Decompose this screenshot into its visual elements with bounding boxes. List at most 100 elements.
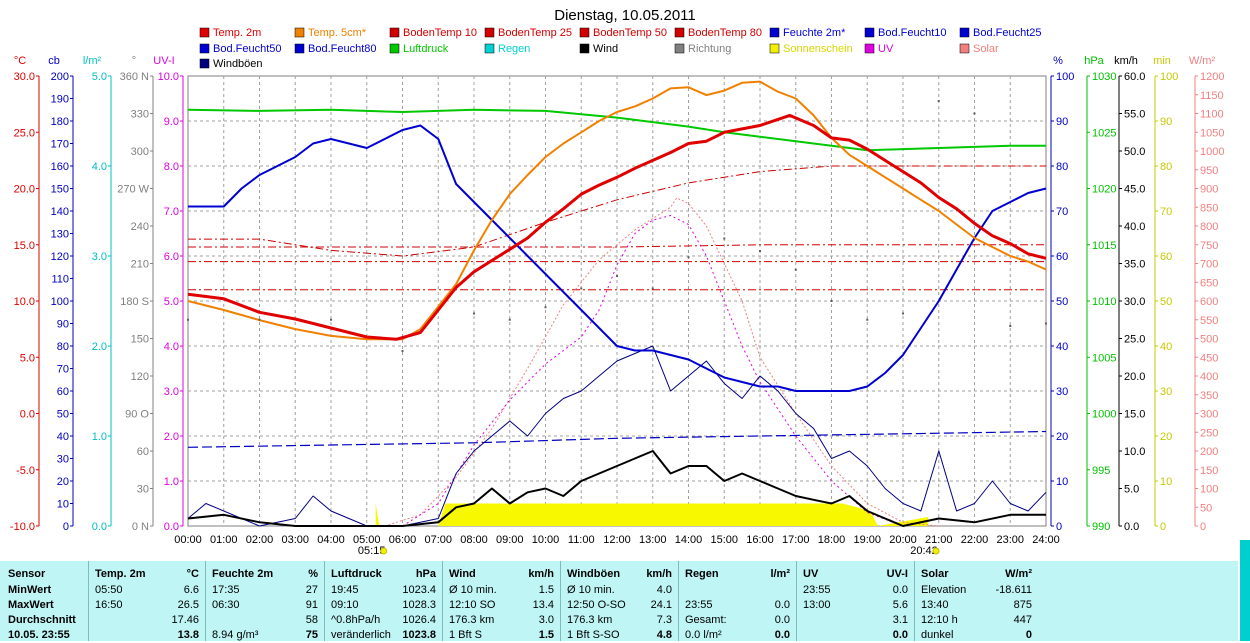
axis-unit-left: °C xyxy=(14,55,26,67)
axis-tick-label-right: 80 xyxy=(1160,161,1172,173)
stats-cell-label: Gesamt: xyxy=(685,614,727,626)
x-tick-label: 00:00 xyxy=(174,534,202,546)
legend-swatch xyxy=(294,27,305,38)
legend-label: BodenTemp 25 xyxy=(498,27,572,39)
axis-tick-label-right: 1000 xyxy=(1200,146,1224,158)
axis-tick-label-left: 270 W xyxy=(117,184,149,196)
stats-cell-value: 0.0 xyxy=(892,629,908,641)
stats-cell-label: 12:10 h xyxy=(921,614,958,626)
legend-entry: Wind xyxy=(579,43,618,55)
axis-tick-label-left: 10 xyxy=(57,499,69,511)
axis-tick-label-right: 20 xyxy=(1056,431,1068,443)
stats-column: UV UV-I 23:55 0.0 13:00 5.6 3.1 0.0 xyxy=(796,561,914,641)
legend-label: UV xyxy=(878,43,894,55)
stats-cell-label: MaxWert xyxy=(8,599,54,611)
direction-point xyxy=(508,318,511,321)
axis-tick-label-right: 60 xyxy=(1160,251,1172,263)
axis-unit-left: UV-I xyxy=(153,55,174,67)
series-temp-5cm- xyxy=(187,80,1047,341)
axis-tick-label-left: 0.0 xyxy=(92,521,107,533)
stats-header-row: Temp. 2m °C xyxy=(89,567,205,582)
x-tick-label: 18:00 xyxy=(818,534,846,546)
series-richtung xyxy=(187,100,1047,352)
window-edge xyxy=(1240,540,1250,641)
stats-cell-value: 26.5 xyxy=(177,599,199,611)
direction-point xyxy=(759,250,761,252)
axis-tick-label-left: 0 xyxy=(63,521,69,533)
x-tick-label: 09:00 xyxy=(496,534,524,546)
legend-swatch xyxy=(959,27,970,38)
direction-point xyxy=(258,318,261,321)
legend-label: BodenTemp 10 xyxy=(403,27,477,39)
stats-column: Feuchte 2m% 17:35 27 06:30 91 58 8.94 g/m³ 75 xyxy=(205,561,324,641)
stats-row: 8.94 g/m³ 75 xyxy=(206,628,324,643)
stats-cell-value: 1023.8 xyxy=(402,629,436,641)
stats-header: Solar xyxy=(921,568,949,580)
stats-header: Sensor xyxy=(8,568,46,580)
axis-tick-label-right: 1050 xyxy=(1200,127,1224,139)
stats-row: 10.05. 23:55 xyxy=(0,628,88,643)
legend-swatch xyxy=(864,43,875,54)
stats-cell-value: 1.5 xyxy=(538,584,554,596)
x-tick-label: 22:00 xyxy=(961,534,989,546)
axis-tick-label-left: 3.0 xyxy=(164,386,179,398)
direction-point xyxy=(1009,325,1012,327)
x-tick-label: 15:00 xyxy=(710,534,738,546)
stats-cell-label: Durchschnitt xyxy=(8,614,76,626)
axis-tick-label-right: 600 xyxy=(1200,296,1218,308)
stats-cell-value: 7.3 xyxy=(656,614,672,626)
stats-cell-value: 91 xyxy=(305,599,318,611)
x-tick-label: 21:00 xyxy=(925,534,953,546)
axis-tick-label-right: 60 xyxy=(1056,251,1068,263)
axis-tick-label-left: 40 xyxy=(57,431,69,443)
axis-tick-label-right: 1030 xyxy=(1092,71,1116,83)
series-temp-2m xyxy=(187,113,1047,341)
stats-cell-label: Ø 10 min. xyxy=(567,584,615,596)
stats-cell-label: 16:50 xyxy=(95,599,123,611)
axis-tick-label-right: 100 xyxy=(1160,71,1178,83)
stats-cell-value: 0.0 xyxy=(774,599,790,611)
stats-header: Feuchte 2m xyxy=(212,568,274,580)
stats-cell-value: 0.0 xyxy=(892,584,908,596)
legend-swatch xyxy=(199,58,210,69)
stats-cell-label: 06:30 xyxy=(212,599,240,611)
legend-swatch xyxy=(579,43,590,54)
axis-tick-label-left: 20.0 xyxy=(14,184,35,196)
axis-tick-label-left: 60 xyxy=(57,386,69,398)
x-tick-label: 12:00 xyxy=(603,534,631,546)
legend-entry: Temp. 2m xyxy=(199,27,261,39)
axis-tick-label-left: 100 xyxy=(51,296,69,308)
axis-tick-label-left: 5.0 xyxy=(20,352,35,364)
stats-unit: km/h xyxy=(528,568,554,580)
stats-cell-label: 17:35 xyxy=(212,584,240,596)
stats-cell-value: 75 xyxy=(305,629,318,641)
stats-unit: UV-I xyxy=(886,568,908,580)
axis-tick-label-left: 120 xyxy=(51,251,69,263)
axis-unit-right: km/h xyxy=(1114,55,1138,67)
stats-column: Solar W/m² Elevation -18.611 13:40 875 12:10 h… xyxy=(914,561,1038,641)
stats-cell-value: 3.0 xyxy=(538,614,554,626)
series-feuchte-2m- xyxy=(188,124,1047,392)
axis-tick-label-right: 990 xyxy=(1092,521,1110,533)
axis-tick-label-right: 30 xyxy=(1056,386,1068,398)
stats-column: Wind km/h Ø 10 min. 1.5 12:10 SO 13.4 176.3 km… xyxy=(442,561,560,641)
stats-row: 23:55 0.0 xyxy=(679,598,796,613)
axis-tick-label-left: 180 xyxy=(51,116,69,128)
x-tick-label: 14:00 xyxy=(675,534,703,546)
stats-cell-value: 0.0 xyxy=(774,629,790,641)
direction-point xyxy=(937,100,940,102)
stats-cell-value: 5.6 xyxy=(892,599,908,611)
stats-column: Regen l/m² 23:55 0.0 Gesamt: 0.0 0.0 l/m² 0.0 xyxy=(678,561,796,641)
legend-swatch xyxy=(769,43,780,54)
stats-row: 176.3 km 3.0 xyxy=(443,613,560,628)
stats-cell-value: 13.4 xyxy=(532,599,554,611)
stats-unit: km/h xyxy=(646,568,672,580)
x-tick-label: 05:00 xyxy=(353,534,381,546)
stats-header-row: Windböen km/h xyxy=(561,567,678,582)
axis-tick-label-left: 210 xyxy=(131,259,149,271)
axis-tick-label-right: 0.0 xyxy=(1124,521,1139,533)
sun-icon xyxy=(932,547,940,555)
legend-entry: Windböen xyxy=(199,58,263,70)
axis-tick-label-left: 7.0 xyxy=(164,206,179,218)
series-uv xyxy=(402,215,904,527)
